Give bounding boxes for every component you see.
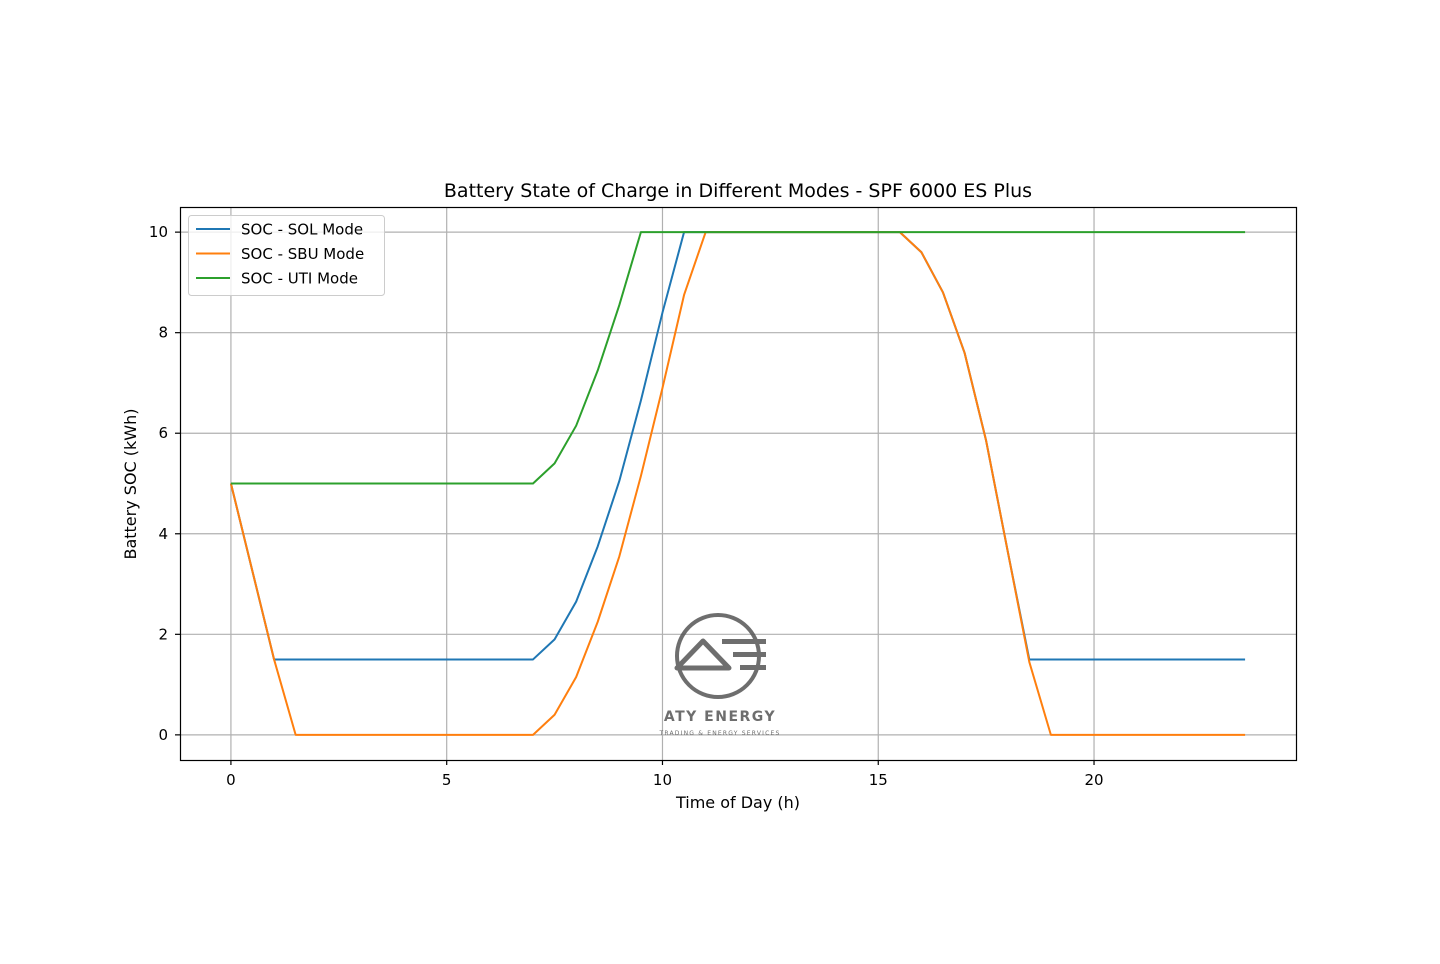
x-tick-label: 20 xyxy=(1084,771,1103,789)
x-tick-label: 5 xyxy=(442,771,452,789)
y-tick-label: 8 xyxy=(158,324,168,342)
legend-entry-label: SOC - UTI Mode xyxy=(241,270,358,288)
series-line-3 xyxy=(230,231,1246,485)
x-axis-label: Time of Day (h) xyxy=(675,793,800,812)
y-tick-label: 0 xyxy=(158,726,168,744)
y-axis-label: Battery SOC (kWh) xyxy=(121,408,140,559)
x-tick-label: 10 xyxy=(653,771,672,789)
series-lines xyxy=(229,231,1246,736)
chart-title: Battery State of Charge in Different Mod… xyxy=(444,180,1032,202)
legend: SOC - SOL Mode SOC - SBU Mode SOC - UTI Mo… xyxy=(188,215,385,296)
watermark-logo: ATY ENERGY TRADING & ENERGY SERVICES xyxy=(659,613,781,737)
legend-box xyxy=(188,215,385,296)
y-tick-label: 2 xyxy=(158,625,168,643)
series-line-1 xyxy=(229,231,1246,661)
x-tick-label: 0 xyxy=(226,771,236,789)
x-tick-label: 15 xyxy=(869,771,888,789)
legend-entry-label: SOC - SOL Mode xyxy=(241,221,363,239)
plot-frame xyxy=(179,206,1298,762)
y-tick-label: 10 xyxy=(149,223,168,241)
watermark-tagline: TRADING & ENERGY SERVICES xyxy=(659,730,781,737)
watermark-brand: ATY ENERGY xyxy=(664,709,776,725)
legend-entry-label: SOC - SBU Mode xyxy=(241,245,364,263)
y-tick-label: 6 xyxy=(158,424,168,442)
y-tick-label: 4 xyxy=(158,525,168,543)
aty-energy-logo-icon xyxy=(674,613,766,699)
axis-ticks: 0 5 10 15 20 0 2 4 6 8 10 xyxy=(149,223,1104,789)
